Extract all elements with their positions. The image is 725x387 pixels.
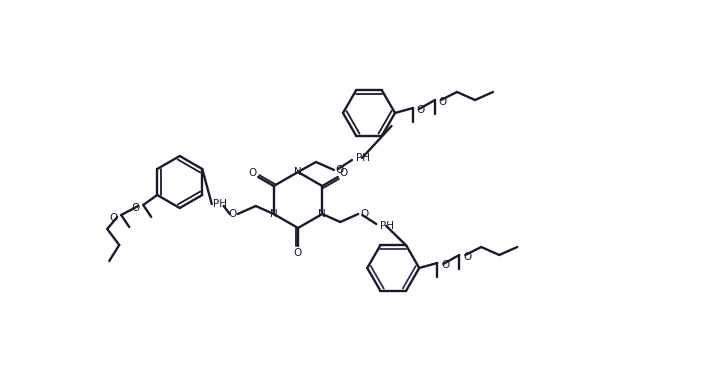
- Text: O: O: [441, 260, 450, 270]
- Text: N: N: [270, 209, 278, 219]
- Text: O: O: [340, 168, 348, 178]
- Text: O: O: [228, 209, 237, 219]
- Text: PH: PH: [212, 199, 227, 209]
- Text: N: N: [318, 209, 326, 219]
- Text: O: O: [463, 252, 471, 262]
- Text: O: O: [360, 209, 368, 219]
- Text: PH: PH: [356, 153, 370, 163]
- Text: O: O: [439, 97, 447, 107]
- Text: O: O: [248, 168, 256, 178]
- Text: O: O: [109, 213, 117, 223]
- Text: O: O: [294, 248, 302, 258]
- Text: N: N: [294, 167, 302, 177]
- Text: O: O: [417, 105, 425, 115]
- Text: O: O: [131, 203, 139, 213]
- Text: PH: PH: [380, 221, 394, 231]
- Text: O: O: [336, 165, 344, 175]
